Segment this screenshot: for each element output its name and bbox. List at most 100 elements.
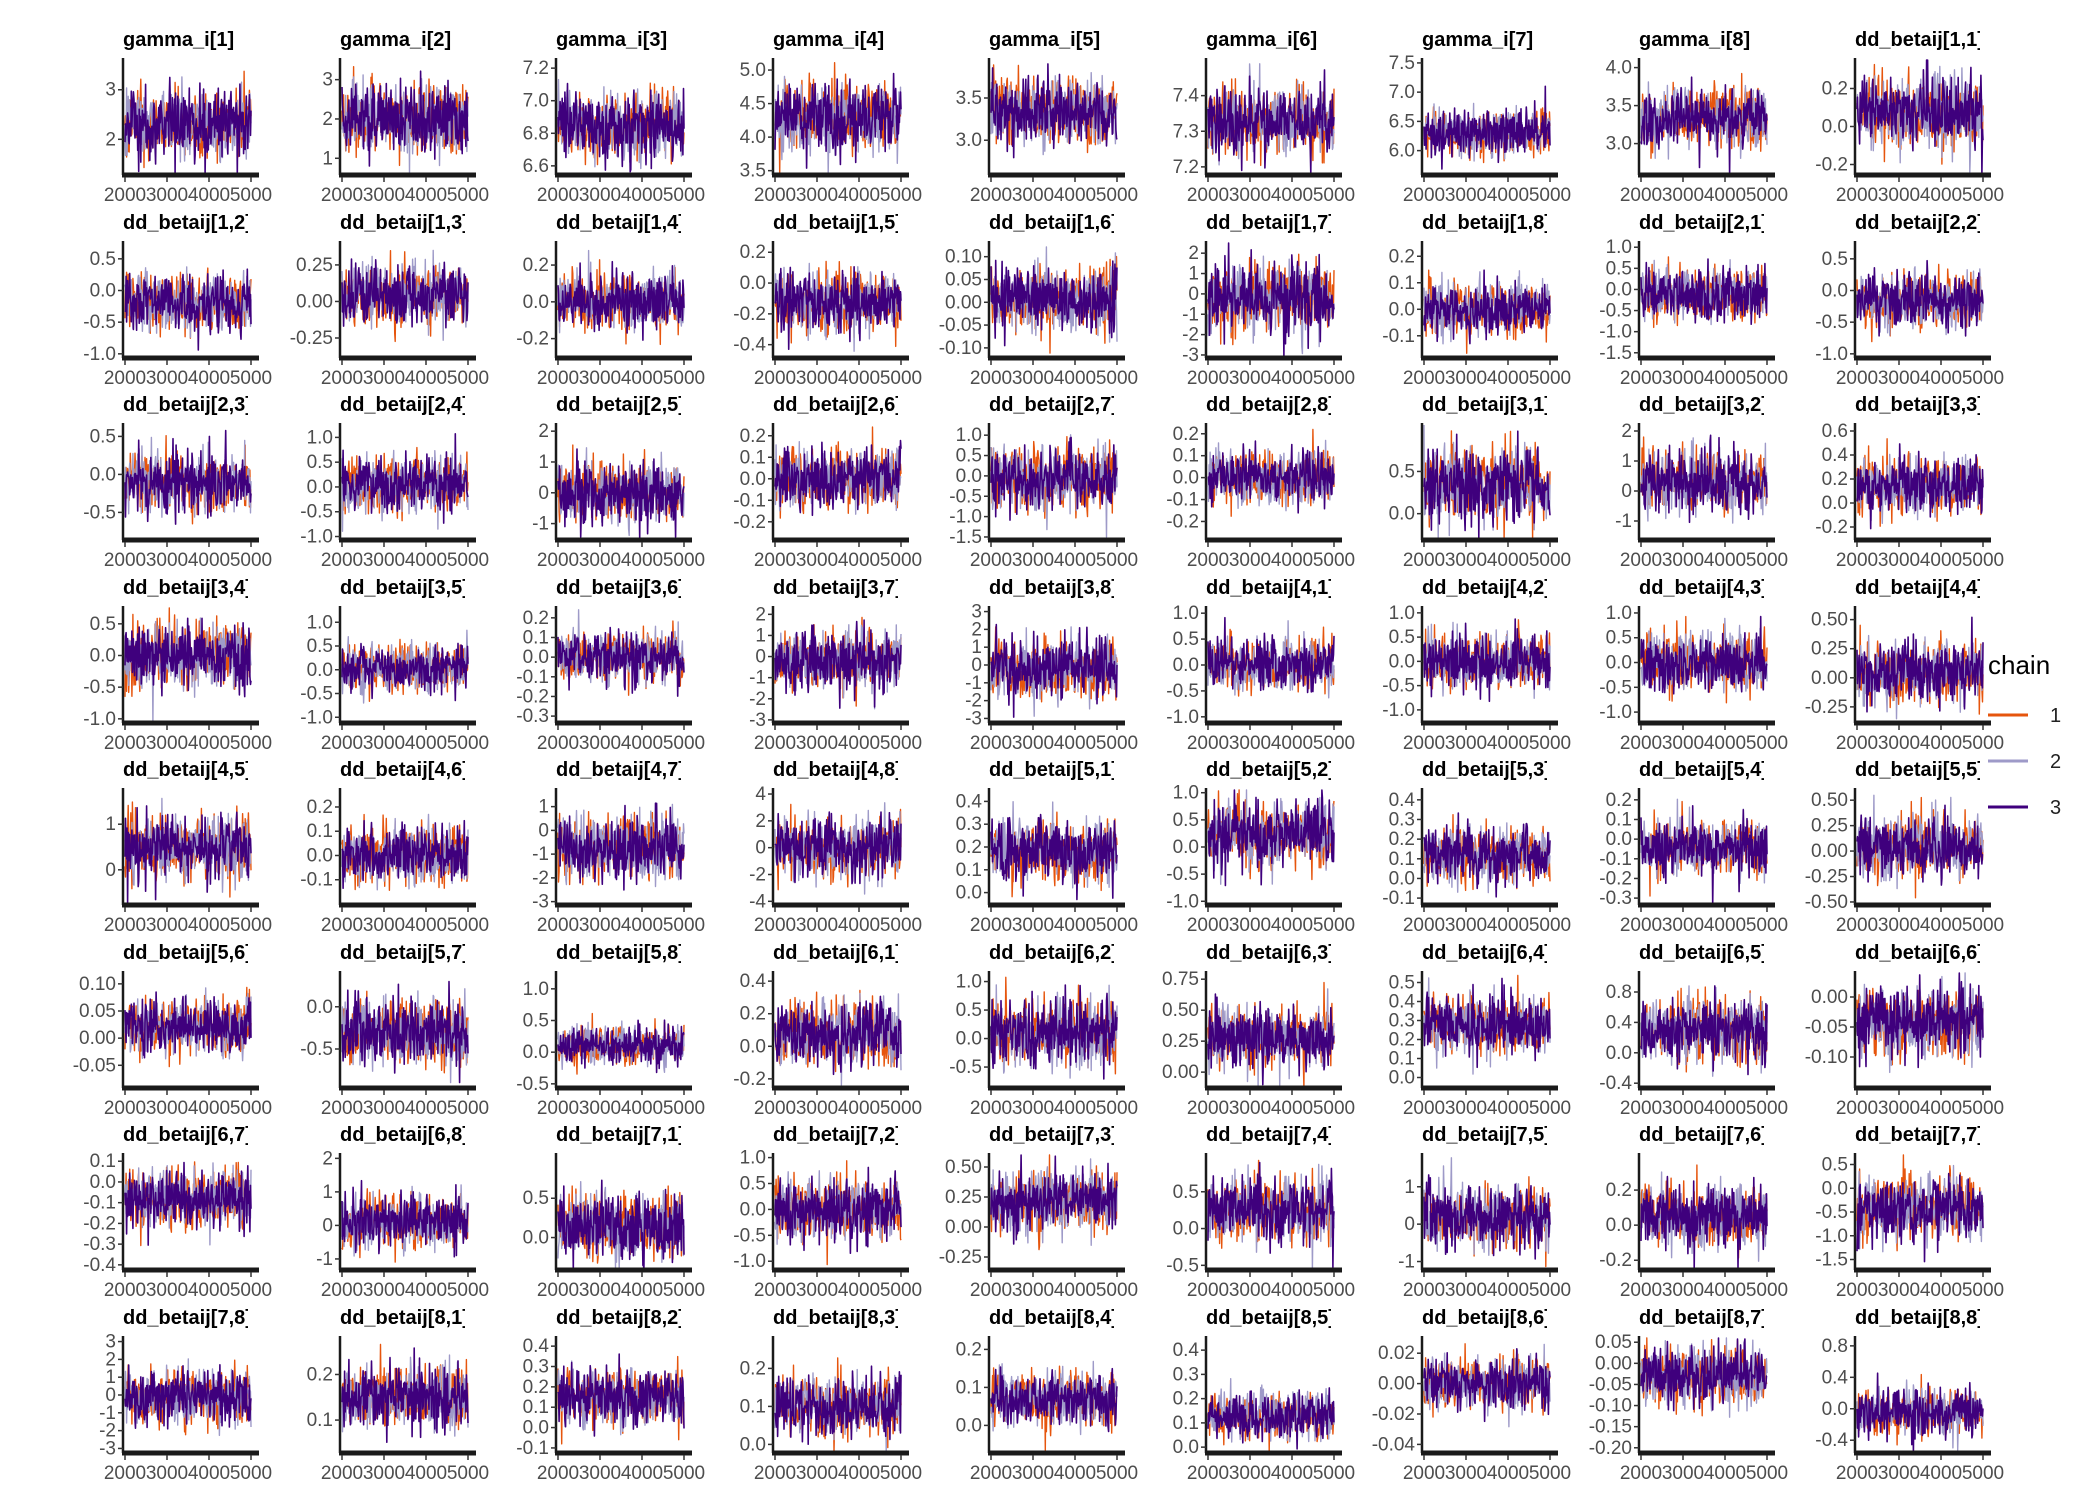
trace-line-chain-3 — [1856, 616, 1984, 713]
x-tick-label: 2000 — [321, 368, 363, 389]
x-tick-label: 3000 — [1445, 550, 1487, 571]
x-tick-label: 3000 — [579, 1280, 621, 1301]
y-tick-label: 6.0 — [1389, 141, 1415, 162]
x-tick-label: 3000 — [1445, 185, 1487, 206]
x-tick-label: 4000 — [1487, 733, 1529, 754]
x-tick-label: 5000 — [880, 915, 922, 936]
y-tick-label: -0.1 — [1382, 326, 1415, 347]
y-tick-label: 0.0 — [1606, 829, 1632, 850]
trace-panel: dd_betaij[5,1] 0.00.10.20.30.4 2000 3000 400… — [956, 759, 1139, 936]
y-tick-label: 0.0 — [307, 997, 333, 1018]
y-tick-label: 0.50 — [1811, 790, 1848, 811]
y-tick-label: 0.0 — [523, 1042, 549, 1063]
y-tick-label: -2 — [749, 864, 766, 885]
x-tick-label: 5000 — [663, 915, 705, 936]
x-tick-label: 5000 — [447, 733, 489, 754]
trace-line-chain-3 — [341, 258, 469, 329]
x-tick-label: 5000 — [1962, 1280, 2004, 1301]
trace-panel: dd_betaij[4,3] -1.0 -0.5 0.0 0.5 1.0 2000 3000 4… — [1599, 577, 1788, 754]
trace-line-chain-3 — [557, 802, 685, 891]
x-tick-label: 3000 — [363, 915, 405, 936]
y-tick-label: 0.1 — [956, 860, 982, 881]
trace-panel: dd_betaij[5,2] -1.0 -0.5 0.0 0.5 1.0 2000 3000 4… — [1166, 759, 1355, 936]
panel-traces — [1856, 1372, 1984, 1453]
panel-title: gamma_i[5] — [989, 29, 1100, 51]
x-tick-label: 2000 — [104, 1463, 146, 1484]
x-tick-label: 5000 — [880, 1463, 922, 1484]
x-tick-label: 3000 — [579, 733, 621, 754]
x-tick-label: 2000 — [970, 915, 1012, 936]
x-tick-label: 3000 — [146, 1280, 188, 1301]
y-tick-label: -0.05 — [939, 315, 982, 336]
x-tick-label: 4000 — [1704, 733, 1746, 754]
x-tick-label: 2000 — [321, 550, 363, 571]
panel-title: dd_betaij[2,8] — [1206, 394, 1335, 416]
x-tick-label: 3000 — [1445, 368, 1487, 389]
panel-traces — [341, 65, 469, 175]
y-tick-label: 1.0 — [523, 979, 549, 1000]
y-tick-label: -0.3 — [516, 706, 549, 727]
y-tick-label: 0.0 — [956, 466, 982, 487]
y-tick-label: 7.2 — [1173, 157, 1199, 178]
x-tick-label: 3000 — [1012, 185, 1054, 206]
y-tick-label: -0.2 — [83, 1213, 116, 1234]
y-tick-label: 1 — [1188, 264, 1199, 285]
y-tick-label: -0.5 — [1166, 681, 1199, 702]
y-tick-label: -1 — [965, 673, 982, 694]
trace-line-chain-3 — [1207, 69, 1335, 175]
x-tick-label: 3000 — [579, 368, 621, 389]
trace-line-chain-3 — [557, 1353, 685, 1437]
y-tick-label: 0.1 — [956, 1377, 982, 1398]
x-tick-label: 2000 — [1187, 733, 1229, 754]
trace-panel: dd_betaij[2,5] -1 0 1 2 2000 3000 4000 5000 — [532, 394, 705, 571]
panel-traces — [124, 1358, 252, 1437]
x-tick-label: 2000 — [1620, 1280, 1662, 1301]
trace-line-chain-3 — [774, 811, 902, 885]
panel-title: gamma_i[4] — [773, 29, 884, 51]
x-tick-label: 3000 — [579, 1463, 621, 1484]
x-tick-label: 4000 — [1271, 368, 1313, 389]
y-tick-label: 0.8 — [1822, 1336, 1848, 1357]
y-tick-label: 2 — [971, 619, 982, 640]
x-tick-label: 5000 — [1096, 1280, 1138, 1301]
y-tick-label: -0.5 — [1815, 312, 1848, 333]
y-tick-label: 0.5 — [90, 426, 116, 447]
y-tick-label: -0.15 — [1589, 1417, 1632, 1438]
x-tick-label: 4000 — [1920, 915, 1962, 936]
x-tick-label: 2000 — [1187, 1098, 1229, 1119]
trace-line-chain-3 — [1423, 269, 1551, 345]
y-tick-label: 1.0 — [1173, 783, 1199, 804]
x-tick-label: 2000 — [321, 1098, 363, 1119]
y-tick-label: 0.5 — [523, 1188, 549, 1209]
legend-label-2: 2 — [2050, 751, 2061, 773]
trace-line-chain-3 — [124, 76, 252, 175]
panel-title: dd_betaij[7,1] — [556, 1124, 685, 1146]
x-tick-label: 2000 — [321, 1463, 363, 1484]
x-tick-label: 3000 — [796, 185, 838, 206]
trace-panel: dd_betaij[7,5] -1 0 1 2000 3000 4000 5000 — [1398, 1124, 1571, 1301]
x-tick-label: 3000 — [363, 733, 405, 754]
x-tick-label: 4000 — [621, 1280, 663, 1301]
x-tick-label: 4000 — [1271, 1463, 1313, 1484]
y-tick-label: 0.0 — [1173, 1437, 1199, 1458]
x-tick-label: 5000 — [1313, 1463, 1355, 1484]
panel-traces — [1640, 72, 1768, 175]
x-tick-label: 5000 — [447, 550, 489, 571]
y-tick-label: 0.5 — [1173, 810, 1199, 831]
panel-title: dd_betaij[6,2] — [989, 942, 1118, 964]
y-tick-label: 2 — [1188, 243, 1199, 264]
trace-panel: dd_betaij[6,4] 0.00.10.20.30.40.5 2000 3000… — [1389, 942, 1572, 1119]
panel-traces — [774, 802, 902, 895]
y-tick-label: 0.5 — [1389, 627, 1415, 648]
panel-traces — [341, 1179, 469, 1263]
x-tick-label: 4000 — [838, 185, 880, 206]
x-tick-label: 3000 — [146, 1463, 188, 1484]
x-tick-label: 3000 — [1662, 1098, 1704, 1119]
y-tick-label: 0.50 — [1162, 1000, 1199, 1021]
y-tick-label: 1 — [971, 637, 982, 658]
x-tick-label: 4000 — [1487, 1463, 1529, 1484]
x-tick-label: 2000 — [970, 1463, 1012, 1484]
trace-panel: dd_betaij[7,6] -0.2 0.0 0.2 2000 3000 4000 5000 — [1599, 1124, 1788, 1301]
